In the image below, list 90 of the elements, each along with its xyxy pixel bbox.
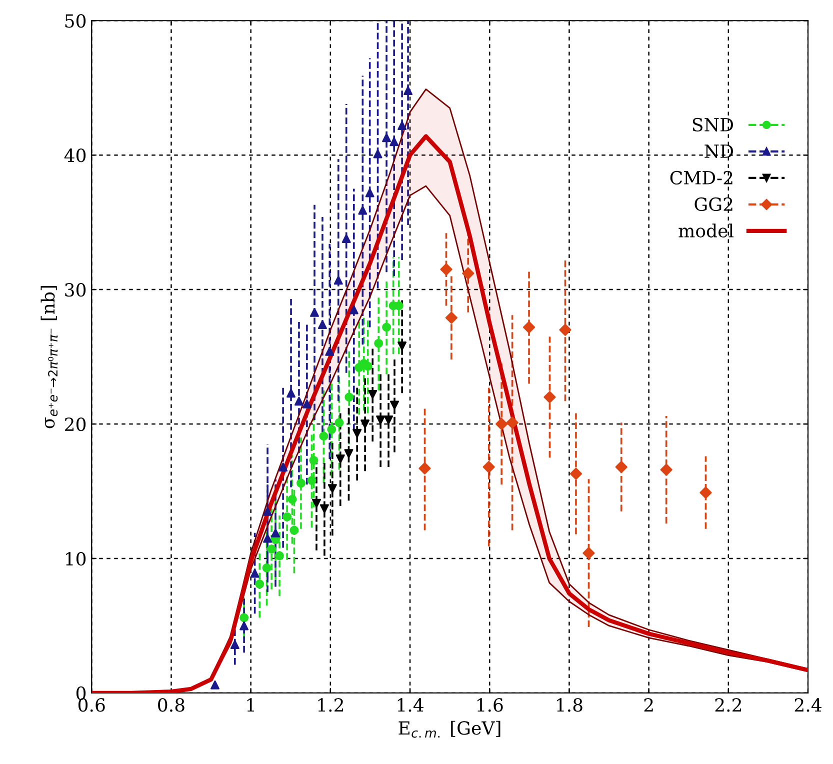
point <box>263 506 272 516</box>
point <box>230 640 240 650</box>
y-axis-title: σ$_{e⁺e⁻→2π⁰π⁺π⁻}$ [nb] <box>40 286 58 428</box>
point <box>319 432 328 441</box>
point <box>302 399 312 408</box>
legend-label: CMD-2 <box>670 170 732 185</box>
point <box>615 460 628 474</box>
point <box>349 305 358 314</box>
point <box>210 680 220 690</box>
point <box>352 428 362 438</box>
legend-label: GG2 <box>694 197 732 212</box>
point <box>296 478 306 488</box>
point <box>240 613 249 622</box>
point <box>344 449 354 458</box>
point <box>495 418 508 430</box>
point <box>288 494 297 504</box>
y-tick-label: 40 <box>64 148 86 162</box>
point <box>334 276 343 285</box>
point <box>255 580 264 589</box>
point <box>440 263 452 276</box>
point <box>327 424 336 434</box>
x-tick-label: 1.8 <box>557 698 582 712</box>
point <box>334 418 344 428</box>
point <box>700 486 712 499</box>
point <box>570 468 582 480</box>
point <box>342 234 351 243</box>
point <box>390 137 399 146</box>
point <box>445 312 458 324</box>
y-tick-label: 20 <box>65 417 86 432</box>
x-tick-label: 1 <box>247 698 254 712</box>
point <box>307 476 316 485</box>
x-tick-label: 2 <box>644 698 653 712</box>
x-tick-label: 1.4 <box>398 698 424 712</box>
x-tick-label: 2.2 <box>715 698 741 712</box>
point <box>312 498 321 508</box>
point <box>398 121 407 130</box>
point <box>344 392 354 402</box>
point <box>263 534 272 543</box>
x-axis-title: E$_{c.m.}$ [GeV] <box>398 720 500 738</box>
x-tick-label: 1.2 <box>318 698 344 712</box>
point <box>404 86 413 96</box>
point <box>310 308 320 317</box>
point <box>544 391 556 404</box>
point <box>660 464 672 476</box>
point <box>418 462 431 474</box>
point <box>376 415 386 424</box>
point <box>365 188 374 198</box>
point <box>390 400 399 410</box>
point <box>328 484 337 494</box>
point <box>522 321 536 334</box>
point <box>294 396 304 406</box>
point <box>506 416 518 429</box>
x-tick-label: 2.4 <box>794 698 822 712</box>
legend-label: SND <box>692 118 734 132</box>
point <box>482 460 495 474</box>
point <box>336 454 345 464</box>
legend-label: model <box>678 224 734 238</box>
point <box>382 133 392 142</box>
point <box>282 512 292 522</box>
point <box>582 547 595 560</box>
point <box>267 544 276 554</box>
point <box>262 563 272 572</box>
x-tick-label: 1.6 <box>477 698 503 712</box>
point <box>382 322 392 332</box>
point <box>398 342 407 351</box>
point <box>290 526 299 535</box>
y-tick-label: 30 <box>65 283 86 297</box>
x-tick-label: 0.6 <box>78 698 105 712</box>
point <box>320 504 329 514</box>
point <box>374 338 384 348</box>
point <box>286 388 296 398</box>
point <box>368 390 378 399</box>
y-tick-label: 10 <box>66 552 86 566</box>
point <box>309 456 318 465</box>
x-tick-label: 0.8 <box>158 698 184 712</box>
point <box>462 267 474 280</box>
point <box>358 206 368 215</box>
y-tick-label: 50 <box>65 14 86 28</box>
point <box>373 149 382 158</box>
point <box>250 568 260 578</box>
point <box>318 320 327 330</box>
point <box>278 462 288 472</box>
point <box>274 551 284 560</box>
y-tick-label: 0 <box>76 686 86 700</box>
point <box>384 415 394 424</box>
point <box>360 420 370 429</box>
point <box>559 324 572 336</box>
point <box>271 528 280 538</box>
point <box>325 346 334 356</box>
point <box>240 621 249 630</box>
